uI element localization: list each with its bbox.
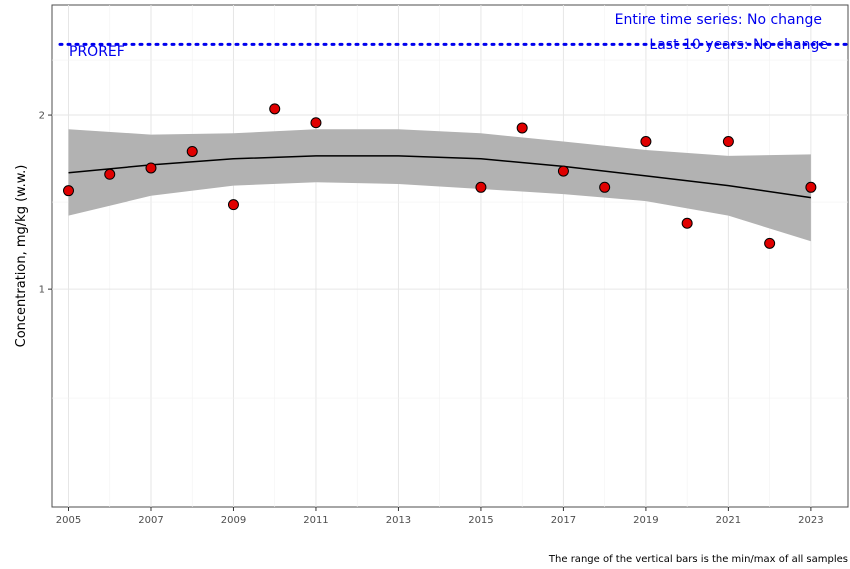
- data-point: [682, 218, 692, 228]
- y-tick-label: 1: [39, 285, 45, 296]
- data-point: [641, 137, 651, 147]
- data-point: [600, 182, 610, 192]
- data-point: [228, 200, 238, 210]
- x-tick-label: 2007: [138, 515, 163, 526]
- data-point: [806, 182, 816, 192]
- annotation-last-10-years: Last 10 years: No change: [649, 37, 828, 53]
- data-point: [311, 118, 321, 128]
- y-tick-label: 2: [39, 111, 45, 122]
- reference-line-label: PROREF: [69, 44, 125, 60]
- data-point: [146, 163, 156, 173]
- data-point: [187, 146, 197, 156]
- data-point: [558, 166, 568, 176]
- x-tick-label: 2013: [386, 515, 411, 526]
- x-tick-label: 2009: [221, 515, 246, 526]
- data-point: [765, 238, 775, 248]
- x-tick-label: 2019: [633, 515, 658, 526]
- y-axis: 12: [39, 111, 52, 296]
- data-point: [63, 186, 73, 196]
- x-tick-label: 2017: [551, 515, 576, 526]
- data-point: [517, 123, 527, 133]
- x-tick-label: 2015: [468, 515, 493, 526]
- annotation-entire-series: Entire time series: No change: [615, 12, 822, 28]
- x-tick-label: 2021: [716, 515, 741, 526]
- data-point: [105, 169, 115, 179]
- x-tick-label: 2023: [798, 515, 823, 526]
- y-axis-title: Concentration, mg/kg (w.w.): [14, 165, 29, 348]
- data-point: [270, 104, 280, 114]
- data-point: [723, 137, 733, 147]
- data-point: [476, 182, 486, 192]
- x-axis: 2005 2007 2009 2011 2013 2015 2017 2019 2021 2023: [56, 507, 824, 526]
- x-tick-label: 2011: [303, 515, 328, 526]
- caption: The range of the vertical bars is the mi…: [548, 554, 848, 565]
- x-tick-label: 2005: [56, 515, 81, 526]
